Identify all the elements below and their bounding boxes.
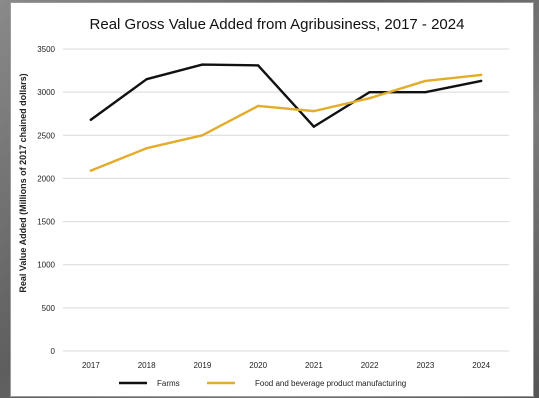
data-point (89, 118, 93, 121)
chart-panel: Real Gross Value Added from Agribusiness… (10, 2, 534, 397)
line-chart: Real Gross Value Added from Agribusiness… (18, 16, 509, 388)
legend-label: Food and beverage product manufacturing (255, 379, 406, 388)
y-tick-label: 500 (42, 304, 56, 313)
y-tick-label: 1500 (37, 218, 55, 227)
x-tick-label: 2017 (82, 361, 100, 370)
y-tick-label: 3000 (37, 88, 55, 97)
data-point (256, 64, 260, 67)
y-tick-label: 2500 (37, 131, 55, 140)
series-line-0 (89, 63, 483, 128)
gridlines (63, 48, 509, 352)
y-tick-label: 1000 (37, 261, 55, 270)
x-tick-label: 2023 (416, 361, 434, 370)
x-tick-labels: 2017 2018 2019 2020 2021 2022 2023 2024 (82, 361, 491, 370)
y-axis-label: Real Value Added (Millions of 2017 chain… (18, 73, 28, 292)
x-tick-label: 2020 (249, 361, 267, 370)
legend: Farms Food and beverage product manufactu… (119, 379, 406, 388)
data-point (312, 109, 316, 113)
x-tick-label: 2021 (305, 361, 323, 370)
y-tick-label: 0 (51, 347, 56, 356)
data-point (368, 96, 371, 100)
x-tick-label: 2018 (138, 361, 156, 370)
series-line-1 (89, 73, 483, 172)
chart-title: Real Gross Value Added from Agribusiness… (90, 16, 465, 33)
data-point (145, 147, 148, 150)
data-point (145, 78, 148, 81)
x-tick-label: 2022 (361, 361, 379, 370)
data-point (312, 125, 316, 128)
data-point (479, 79, 483, 83)
data-point (424, 79, 427, 83)
x-tick-label: 2024 (472, 361, 490, 370)
data-point (89, 169, 93, 172)
y-tick-label: 2000 (37, 174, 55, 183)
data-point (368, 90, 371, 94)
legend-label: Farms (157, 379, 180, 388)
data-point (201, 134, 204, 137)
x-tick-label: 2019 (193, 361, 211, 370)
series-lines (89, 63, 483, 172)
data-point (424, 90, 427, 94)
data-point (256, 104, 260, 108)
data-point (201, 63, 204, 66)
y-tick-labels: 0 500 1000 1500 2000 2500 3000 3500 (37, 45, 55, 356)
data-point (479, 73, 483, 77)
y-tick-label: 3500 (37, 45, 55, 54)
